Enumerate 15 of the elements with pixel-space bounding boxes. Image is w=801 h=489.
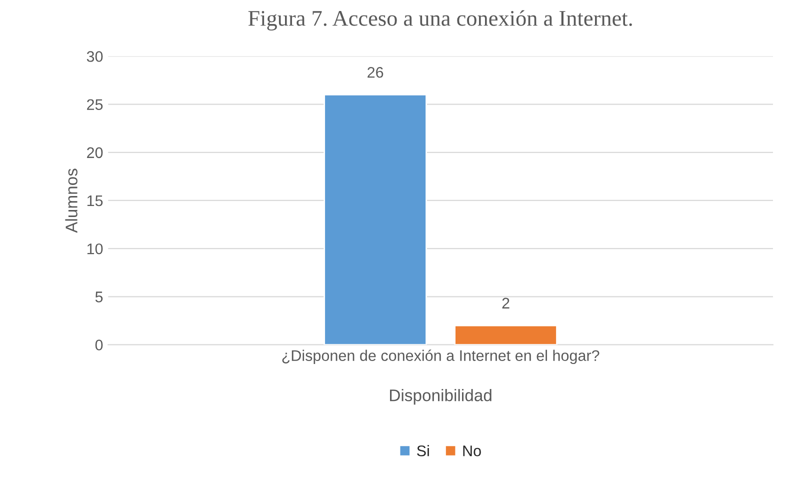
x-tick-label: ¿Disponen de conexión a Internet en el hogar? bbox=[282, 350, 600, 364]
y-tick-label: 20 bbox=[87, 147, 103, 158]
y-tick-label: 0 bbox=[95, 340, 103, 350]
data-label: 26 bbox=[368, 66, 384, 78]
y-axis-title: Alumnos bbox=[65, 168, 78, 233]
y-tick-label: 25 bbox=[87, 99, 103, 110]
legend-label: Si bbox=[417, 445, 429, 456]
y-tick-label: 5 bbox=[95, 292, 103, 302]
y-tick-label: 30 bbox=[86, 51, 103, 62]
chart-title: Figura 7. Acceso a una conexión a Internet. bbox=[248, 10, 632, 30]
y-tick-label: 15 bbox=[87, 196, 103, 206]
data-label: 2 bbox=[502, 298, 510, 308]
x-axis-title: Disponibilidad bbox=[390, 389, 492, 405]
legend-label: No bbox=[463, 446, 481, 456]
y-tick-label: 10 bbox=[87, 243, 103, 254]
